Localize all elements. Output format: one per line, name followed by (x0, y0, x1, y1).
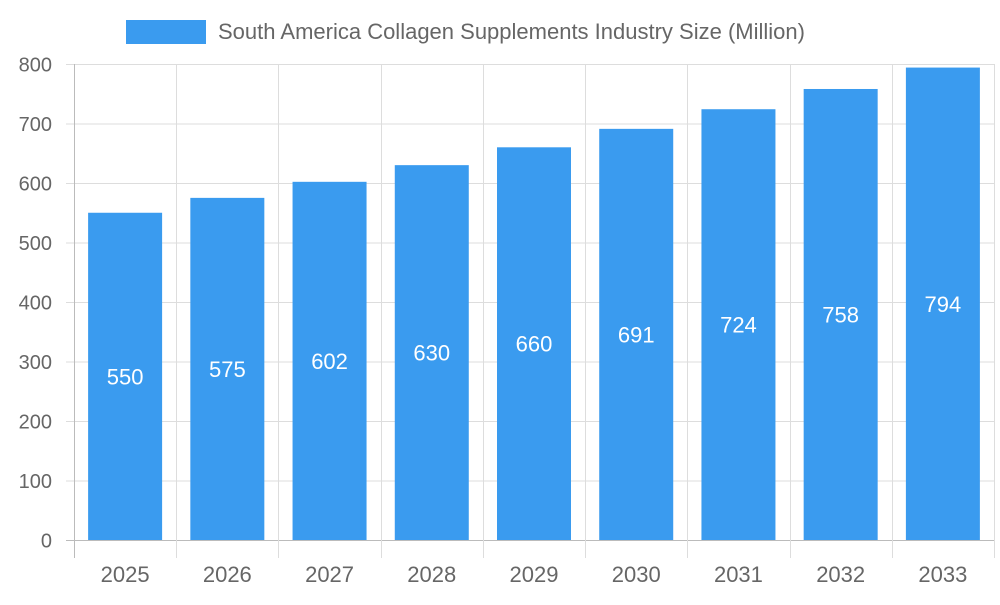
legend-swatch (126, 20, 206, 44)
bars: 550 575 602 630 660 691 724 758 794 (88, 67, 980, 541)
bar (88, 212, 163, 540)
y-tick-label: 800 (19, 55, 52, 77)
x-tick-label: 2032 (816, 562, 865, 587)
bar (803, 88, 878, 541)
bar (497, 147, 571, 541)
y-axis: 0 100 200 300 400 500 600 700 800 (19, 55, 52, 553)
y-tick-label: 500 (19, 233, 52, 255)
bar-value-label: 630 (413, 341, 450, 366)
bar-value-label: 724 (720, 313, 757, 338)
legend-label: South America Collagen Supplements Indus… (218, 19, 805, 44)
x-tick-label: 2030 (612, 562, 661, 587)
bar (292, 181, 367, 540)
bar (905, 67, 980, 540)
x-tick-label: 2025 (101, 562, 150, 587)
y-tick-label: 600 (19, 174, 52, 196)
bar-value-label: 758 (822, 302, 859, 327)
x-tick-label: 2026 (203, 562, 252, 587)
bar-value-label: 602 (311, 349, 348, 374)
y-tick-label: 200 (19, 412, 52, 434)
y-tick-label: 100 (19, 471, 52, 493)
bar-value-label: 691 (618, 322, 655, 347)
y-tick-label: 400 (19, 293, 52, 315)
y-tick-label: 300 (19, 352, 52, 374)
bar-value-label: 660 (516, 332, 553, 357)
bar (701, 109, 776, 540)
bar (394, 165, 469, 540)
y-tick-label: 700 (19, 114, 52, 136)
x-axis: 2025 2026 2027 2028 2029 2030 2031 2032 2033 (101, 562, 968, 587)
legend[interactable]: South America Collagen Supplements Indus… (126, 19, 805, 44)
x-tick-label: 2029 (510, 562, 559, 587)
bar (190, 197, 265, 540)
x-tick-label: 2031 (714, 562, 763, 587)
bar (599, 128, 674, 541)
x-tick-label: 2027 (305, 562, 354, 587)
x-tick-label: 2028 (407, 562, 456, 587)
x-tick-label: 2033 (918, 562, 967, 587)
bar-value-label: 550 (107, 364, 144, 389)
y-tick-label: 0 (41, 531, 52, 553)
bar-value-label: 575 (209, 357, 246, 382)
bar-value-label: 794 (925, 292, 962, 317)
